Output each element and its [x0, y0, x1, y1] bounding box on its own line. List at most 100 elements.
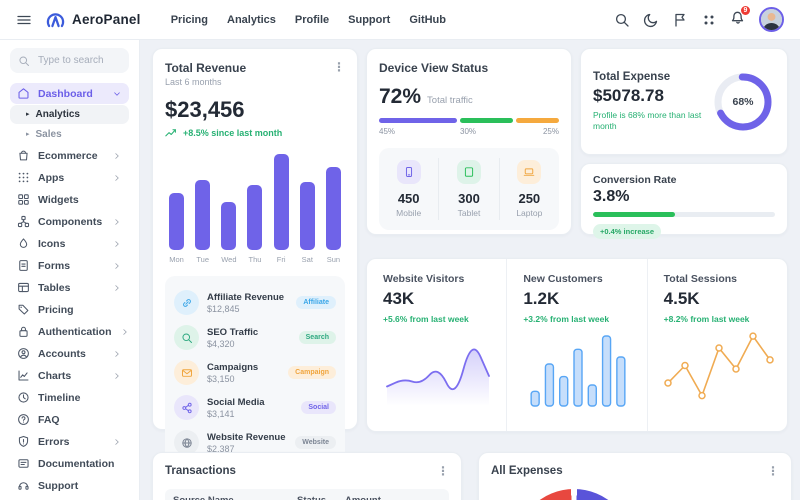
apps-grid-icon — [17, 171, 30, 184]
chevron-down-icon — [112, 89, 122, 99]
nav-link-pricing[interactable]: Pricing — [170, 13, 208, 26]
notification-count-badge: 9 — [740, 5, 751, 16]
sessions-line-chart — [663, 332, 774, 400]
sidebar-item-authentication[interactable]: Authentication — [10, 321, 129, 342]
top-header: AeroPanel Pricing Analytics Profile Supp… — [0, 0, 800, 40]
expense-note: Profile is 68% more than last month — [593, 109, 702, 131]
search-icon[interactable] — [614, 12, 630, 28]
device-view-status-card: Device View Status 72% Total traffic 45%… — [366, 48, 572, 235]
user-avatar[interactable] — [759, 7, 784, 32]
kebab-menu-icon[interactable]: ⋮ — [437, 464, 449, 478]
chevron-right-icon — [112, 283, 122, 293]
device-share-segmented-bar — [379, 118, 559, 123]
sidebar-item-faq[interactable]: FAQ — [10, 409, 129, 430]
components-icon — [17, 215, 30, 228]
list-item-website[interactable]: Website Revenue $2,387 Website — [174, 425, 336, 460]
list-item-campaigns[interactable]: Campaigns $3,150 Campaign — [174, 355, 336, 390]
flag-icon[interactable] — [672, 12, 688, 28]
new-customers-stat: New Customers 1.2K +3.2% from last week — [506, 259, 646, 431]
sidebar-item-icons[interactable]: Icons — [10, 233, 129, 254]
sidebar-item-documentation[interactable]: Documentation — [10, 453, 129, 474]
brand-logo[interactable]: AeroPanel — [46, 10, 141, 29]
chevron-right-icon — [112, 217, 122, 227]
sidebar-item-errors[interactable]: Errors — [10, 431, 129, 452]
sidebar-item-forms[interactable]: Forms — [10, 255, 129, 276]
sidebar-item-support[interactable]: Support — [10, 475, 129, 496]
sidebar-item-dashboard[interactable]: Dashboard — [10, 83, 129, 104]
bar-chart-categories: Mon Tue Wed Thu Fri Sat Sun — [169, 255, 341, 264]
sidebar-item-charts[interactable]: Charts — [10, 365, 129, 386]
weekly-stats-card: Website Visitors 43K +5.6% from last wee… — [366, 258, 788, 432]
sidebar-search[interactable] — [10, 48, 129, 73]
notifications-button[interactable]: 9 — [730, 5, 751, 30]
sidebar-subitem-sales[interactable]: ▸ Sales — [26, 129, 62, 140]
sidebar-item-apps[interactable]: Apps — [10, 167, 129, 188]
caret-bullet-icon: ▸ — [26, 131, 30, 138]
sidebar-item-ecommerce[interactable]: Ecommerce — [10, 145, 129, 166]
brand-name: AeroPanel — [72, 12, 141, 27]
expenses-pie-chart — [515, 489, 633, 500]
website-visitors-stat: Website Visitors 43K +5.6% from last wee… — [367, 259, 506, 431]
kebab-menu-icon[interactable]: ⋮ — [333, 60, 345, 74]
transactions-card: Transactions ⋮ Source Name Status Amount — [152, 452, 462, 500]
hamburger-menu-icon[interactable] — [16, 12, 32, 28]
weekly-revenue-bar-chart — [165, 154, 345, 250]
nav-link-github[interactable]: GitHub — [409, 13, 446, 26]
transactions-table-header: Source Name Status Amount — [165, 489, 449, 500]
document-icon — [17, 457, 30, 470]
chevron-right-icon — [112, 437, 122, 447]
sidebar-item-pricing[interactable]: Pricing — [10, 299, 129, 320]
card-subtitle: Last 6 months — [165, 77, 222, 87]
card-title: All Expenses — [491, 465, 563, 477]
nav-link-support[interactable]: Support — [348, 13, 391, 26]
total-sessions-stat: Total Sessions 4.5K +8.2% from last week — [646, 259, 787, 431]
lock-icon — [17, 325, 30, 338]
nav-link-analytics[interactable]: Analytics — [227, 13, 276, 26]
sidebar: Dashboard ▸ Analytics ▸ Sales Ecommerce … — [0, 40, 140, 500]
mail-icon — [174, 360, 199, 385]
traffic-caption: Total traffic — [427, 95, 473, 106]
device-laptop: 250 Laptop — [498, 158, 559, 220]
kebab-menu-icon[interactable]: ⋮ — [767, 464, 779, 478]
link-icon — [174, 290, 199, 315]
clock-icon — [17, 391, 30, 404]
form-document-icon — [17, 259, 30, 272]
list-item-social[interactable]: Social Media $3,141 Social — [174, 390, 336, 425]
search-input[interactable] — [36, 54, 121, 67]
visitors-area-chart — [386, 348, 490, 406]
globe-icon — [174, 430, 199, 455]
dark-mode-moon-icon[interactable] — [643, 12, 659, 28]
nav-link-profile[interactable]: Profile — [294, 13, 330, 26]
chevron-right-icon — [112, 261, 122, 271]
top-nav: Pricing Analytics Profile Support GitHub — [171, 14, 446, 26]
list-item-seo[interactable]: SEO Traffic $4,320 Search — [174, 320, 336, 355]
device-counts-panel: 450 Mobile 300 Tablet 250 Laptop — [379, 148, 559, 230]
widgets-icon — [17, 193, 30, 206]
table-icon — [17, 281, 30, 294]
sidebar-item-timeline[interactable]: Timeline — [10, 387, 129, 408]
search-icon — [18, 55, 30, 67]
card-title: Transactions — [165, 465, 236, 477]
sidebar-item-widgets[interactable]: Widgets — [10, 189, 129, 210]
apps-grid-icon[interactable] — [701, 12, 717, 28]
sidebar-item-tables[interactable]: Tables — [10, 277, 129, 298]
customers-bar-chart — [530, 335, 626, 407]
total-revenue-card: Total Revenue Last 6 months ⋮ $23,456 +8… — [152, 48, 358, 469]
column-status: Status — [297, 495, 345, 500]
mobile-phone-icon — [396, 160, 421, 184]
chevron-right-icon — [120, 327, 130, 337]
user-circle-icon — [17, 347, 30, 360]
sidebar-item-components[interactable]: Components — [10, 211, 129, 232]
sidebar-subitem-analytics[interactable]: ▸ Analytics — [10, 105, 129, 124]
chevron-right-icon — [112, 151, 122, 161]
status-badge: Social — [301, 401, 336, 414]
chevron-right-icon — [112, 173, 122, 183]
shopping-bag-icon — [17, 149, 30, 162]
sidebar-item-accounts[interactable]: Accounts — [10, 343, 129, 364]
list-item-affiliate[interactable]: Affiliate Revenue $12,845 Affiliate — [174, 285, 336, 320]
header-icon-cluster: 9 — [614, 5, 784, 32]
share-icon — [174, 395, 199, 420]
conversion-rate-card: Conversion Rate 3.8% +0.4% increase — [580, 163, 788, 239]
column-source-name: Source Name — [173, 495, 297, 500]
card-title: Total Revenue — [165, 61, 247, 75]
